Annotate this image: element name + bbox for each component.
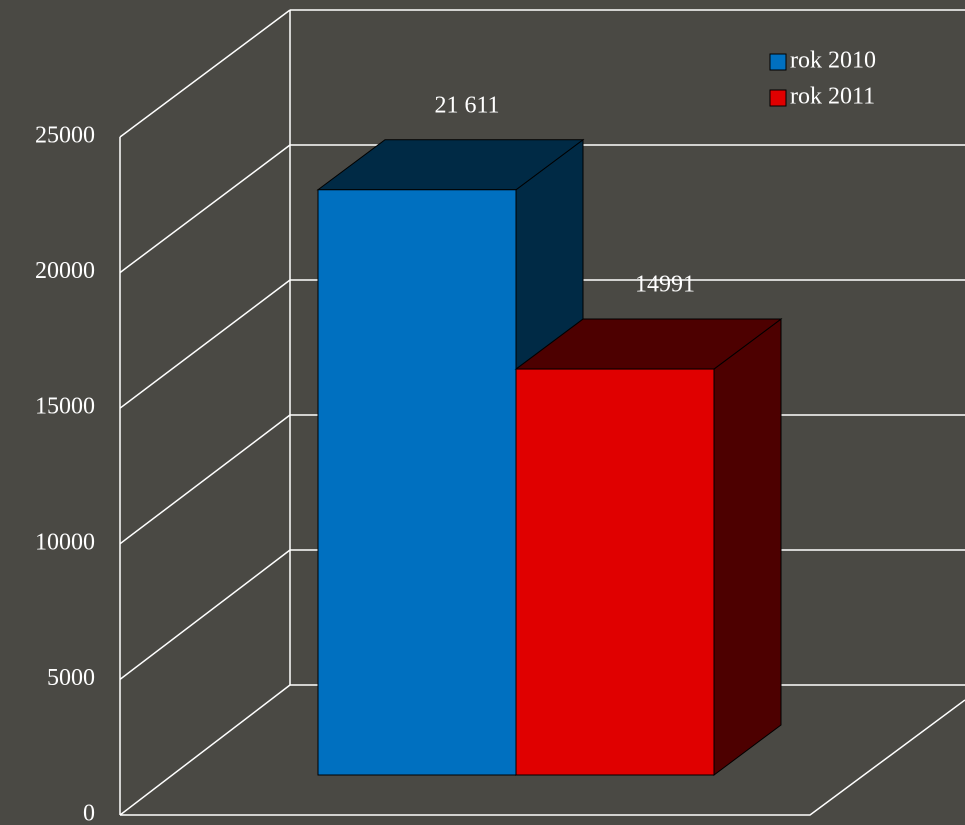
grid-line [119, 549, 291, 680]
floor-edge [120, 699, 965, 816]
bar [317, 189, 517, 776]
y-tick-label: 10000 [35, 529, 95, 555]
data-label: 21 611 [434, 92, 499, 118]
grid-line [119, 279, 291, 409]
y-tick-label: 20000 [35, 258, 95, 284]
y-tick-label: 0 [83, 801, 95, 825]
legend-swatch [769, 89, 787, 107]
y-tick-label: 25000 [35, 123, 95, 149]
grid-line [119, 144, 291, 274]
grid-line [119, 684, 291, 816]
bar [515, 368, 715, 776]
legend-label: rok 2010 [790, 48, 876, 74]
y-tick-label: 15000 [35, 394, 95, 420]
grid-line [119, 9, 291, 138]
legend-swatch [769, 53, 787, 71]
y-tick-label: 5000 [47, 665, 95, 691]
grid-line [119, 414, 291, 545]
legend-label: rok 2011 [790, 84, 875, 110]
data-label: 14991 [635, 272, 695, 298]
bar-side [713, 318, 782, 776]
